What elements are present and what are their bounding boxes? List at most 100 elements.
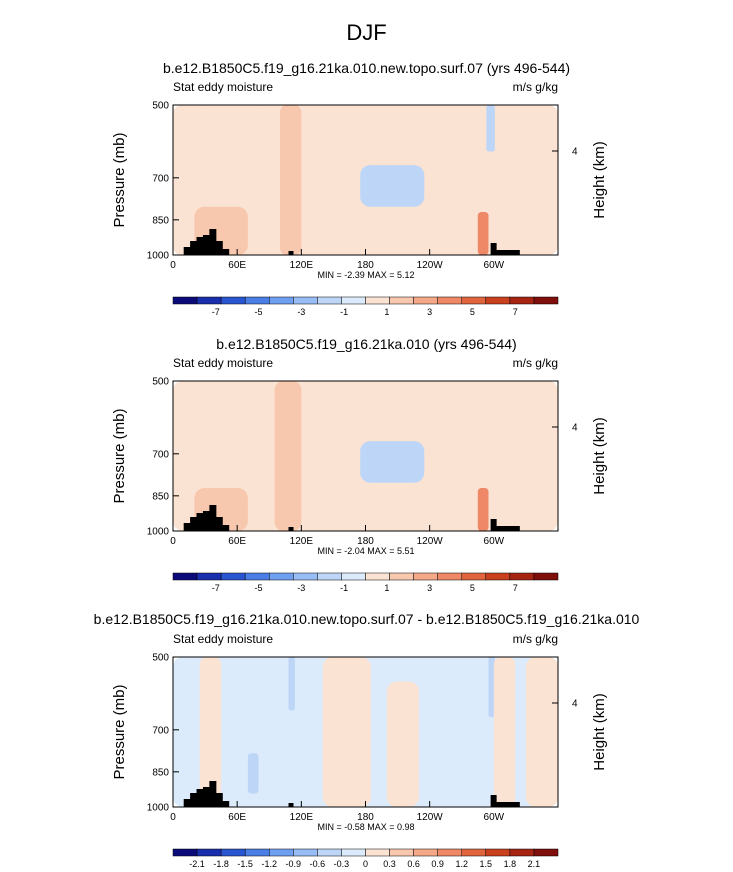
topography-block	[202, 787, 210, 807]
colorbar-swatch	[509, 848, 535, 857]
min-max-label: MIN = -0.58 MAX = 0.98	[317, 822, 414, 832]
contour-field	[360, 493, 425, 531]
colorbar-swatch	[365, 296, 390, 305]
panel-title: b.e12.B1850C5.f19_g16.21ka.010.new.topo.…	[94, 611, 640, 627]
contour-field	[290, 137, 302, 196]
y-right-axis-title: Height (km)	[591, 417, 608, 495]
colorbar-label: -0.6	[310, 859, 326, 869]
topography-block	[288, 251, 294, 255]
contour-field	[288, 657, 295, 711]
colorbar-swatch	[293, 572, 318, 581]
x-tick-label: 120E	[290, 812, 314, 823]
colorbar-label: -3	[297, 307, 305, 317]
topography-block	[196, 513, 204, 531]
y-tick-label: 700	[152, 449, 169, 460]
x-tick-label: 180	[357, 812, 374, 823]
colorbar-label: 7	[513, 583, 518, 593]
colorbar-swatch	[196, 296, 222, 305]
contour-field	[231, 389, 264, 460]
x-tick-label: 120E	[290, 536, 314, 547]
y-axis-title: Pressure (mb)	[111, 684, 128, 779]
colorbar-label: -7	[212, 307, 220, 317]
x-tick-label: 60E	[228, 812, 246, 823]
colorbar-swatch	[389, 572, 414, 581]
y-tick-label: 1000	[147, 527, 170, 538]
min-max-label: MIN = -2.04 MAX = 5.51	[317, 546, 414, 556]
colorbar-label: 7	[513, 307, 518, 317]
panel-left-label: Stat eddy moisture	[173, 356, 273, 370]
topography-block	[190, 241, 198, 255]
contour-field	[477, 488, 489, 531]
topography-block	[493, 250, 520, 255]
contour-field	[386, 681, 419, 807]
x-tick-label: 60W	[484, 812, 505, 823]
topography-block	[209, 229, 217, 255]
contour-field	[322, 657, 371, 807]
page-title: DJF	[346, 20, 387, 45]
colorbar-swatch	[485, 572, 511, 581]
topography-block	[190, 517, 198, 531]
contour-field	[493, 657, 516, 807]
contour-field	[173, 105, 200, 255]
colorbar-label: -7	[212, 583, 220, 593]
y-axis-title: Pressure (mb)	[111, 132, 128, 227]
contour-field	[488, 657, 495, 718]
colorbar-swatch	[196, 572, 222, 581]
min-max-label: MIN = -2.39 MAX = 5.12	[317, 270, 414, 280]
contour-field	[360, 217, 425, 255]
colorbar-swatch	[389, 848, 414, 857]
colorbar-swatch	[293, 296, 318, 305]
colorbar-swatch	[317, 296, 342, 305]
contour-field	[199, 657, 222, 807]
contour-field	[237, 105, 270, 184]
colorbar-label: -5	[255, 583, 263, 593]
y-tick-label: 700	[152, 173, 169, 184]
colorbar-swatch	[172, 296, 198, 305]
colorbar-label: 0.9	[431, 859, 444, 869]
x-tick-label: 120W	[417, 260, 444, 271]
colorbar-label: 0.6	[407, 859, 420, 869]
x-tick-label: 60E	[228, 536, 246, 547]
colorbar-label: 1.8	[504, 859, 517, 869]
colorbar-swatch	[341, 572, 366, 581]
topography-block	[196, 237, 204, 255]
topography-block	[196, 789, 204, 807]
colorbar-swatch	[172, 572, 198, 581]
colorbar-label: 5	[470, 307, 475, 317]
colorbar-swatch	[485, 848, 511, 857]
y-tick-label: 1000	[147, 803, 170, 814]
colorbar-swatch	[413, 848, 438, 857]
topography-block	[183, 523, 191, 531]
y-right-axis-title: Height (km)	[591, 141, 608, 219]
colorbar-label: -1.5	[237, 859, 253, 869]
contour-field	[288, 405, 300, 472]
topography-block	[215, 241, 223, 255]
colorbar-swatch	[485, 296, 511, 305]
colorbar-swatch	[365, 572, 390, 581]
colorbar-swatch	[244, 848, 270, 857]
colorbar-swatch	[269, 572, 294, 581]
x-tick-label: 0	[170, 812, 176, 823]
topography-block	[190, 793, 198, 807]
colorbar-swatch	[461, 296, 487, 305]
topography-block	[215, 793, 223, 807]
y-tick-label: 850	[152, 767, 169, 778]
y-tick-label: 500	[152, 101, 169, 112]
topography-block	[288, 803, 294, 807]
y-tick-label: 500	[152, 653, 169, 664]
x-tick-label: 0	[170, 536, 176, 547]
panel-units-label: m/s g/kg	[513, 356, 558, 370]
colorbar-label: 1	[384, 307, 389, 317]
x-tick-label: 0	[170, 260, 176, 271]
y-right-tick-label: 4	[572, 147, 578, 158]
contour-field	[247, 753, 259, 794]
colorbar-label: -1	[340, 307, 348, 317]
colorbar-swatch	[413, 296, 438, 305]
colorbar-swatch	[244, 572, 270, 581]
colorbar-swatch	[172, 848, 198, 857]
topography-block	[222, 801, 230, 807]
topography-block	[493, 802, 520, 807]
topography-block	[222, 525, 230, 531]
topography-block	[183, 247, 191, 255]
